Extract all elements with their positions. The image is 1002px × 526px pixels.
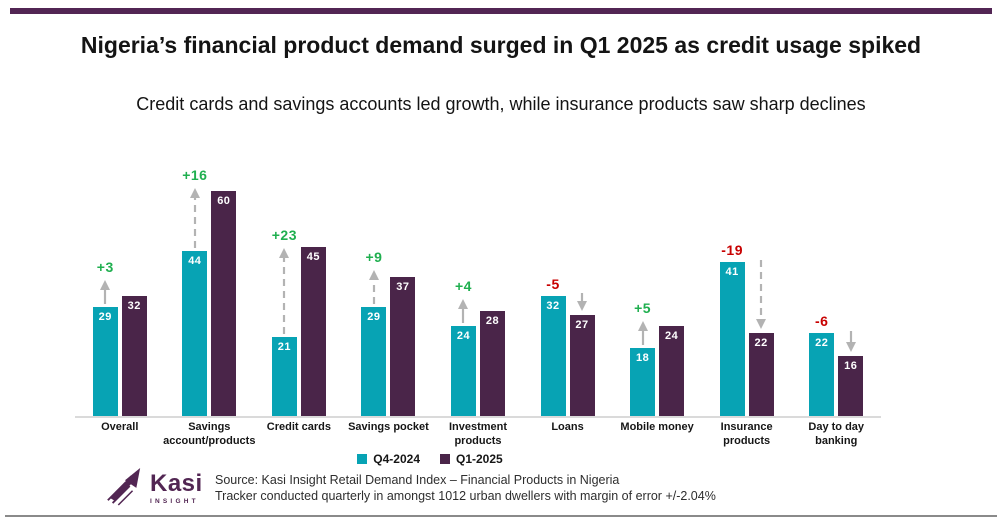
change-label: +4 bbox=[455, 278, 472, 294]
bar-value-label: 60 bbox=[217, 195, 231, 207]
bar-q4-2024: 22 bbox=[809, 333, 835, 416]
bar-group: 29 32 +3 Overall bbox=[75, 158, 165, 433]
change-label: -6 bbox=[814, 313, 829, 329]
change-label: +16 bbox=[182, 167, 208, 183]
kasi-arrow-logo-icon bbox=[105, 466, 143, 511]
legend-swatch-icon bbox=[357, 454, 368, 464]
category-label: Insurance products bbox=[720, 421, 773, 447]
bar-q1-2025: 45 bbox=[300, 247, 326, 416]
bar-value-label: 28 bbox=[485, 315, 500, 327]
bar-group: 22 16 -6 Day to day banking bbox=[791, 158, 881, 447]
bar-group: 41 22 -19 Insurance products bbox=[702, 158, 792, 447]
bar-q1-2025: 28 bbox=[479, 311, 505, 416]
legend-swatch-icon bbox=[440, 454, 450, 464]
change-label: +23 bbox=[271, 227, 297, 243]
bar-value-label: 37 bbox=[396, 281, 410, 293]
decrease-arrow-icon bbox=[577, 293, 588, 311]
category-label: Mobile money bbox=[620, 421, 694, 433]
bar-group: 18 24 +5 Mobile money bbox=[612, 158, 702, 433]
bar-value-label: 45 bbox=[306, 251, 320, 263]
legend-item: Q4-2024 bbox=[357, 452, 420, 466]
bar-q4-2024: 21 bbox=[271, 337, 297, 416]
bar-group: 21 45 +23 Credit cards bbox=[254, 158, 344, 433]
change-label: +9 bbox=[365, 249, 383, 265]
bar-value-label: 22 bbox=[754, 337, 768, 349]
source-line-2: Tracker conducted quarterly in amongst 1… bbox=[215, 489, 716, 503]
change-label: +3 bbox=[96, 259, 114, 275]
bar-q4-2024: 18 bbox=[630, 348, 656, 416]
logo-text: Kasi INSIGHT bbox=[150, 469, 203, 506]
logo-sub-text: INSIGHT bbox=[150, 497, 199, 505]
legend-label: Q4-2024 bbox=[373, 452, 420, 466]
bar-q4-2024: 44 bbox=[182, 251, 208, 416]
change-label: -19 bbox=[721, 242, 743, 258]
change-label: -5 bbox=[546, 276, 560, 292]
increase-arrow-icon bbox=[637, 321, 648, 345]
chart-title: Nigeria’s financial product demand surge… bbox=[80, 32, 922, 58]
bar-value-label: 24 bbox=[664, 330, 679, 342]
bar-q1-2025: 16 bbox=[838, 356, 864, 416]
source-line-1: Source: Kasi Insight Retail Demand Index… bbox=[215, 473, 620, 487]
category-label: Overall bbox=[101, 421, 139, 433]
bar-value-label: 32 bbox=[546, 300, 560, 312]
logo-brand-text: Kasi bbox=[150, 469, 203, 497]
bar-group: 29 37 +9 Savings pocket bbox=[344, 158, 434, 433]
category-label: Savings account/products bbox=[163, 421, 256, 447]
bar-q1-2025: 37 bbox=[390, 277, 416, 416]
category-label: Investment products bbox=[448, 421, 508, 447]
change-label: +5 bbox=[634, 300, 652, 316]
legend-item: Q1-2025 bbox=[440, 452, 503, 466]
bar-q4-2024: 32 bbox=[540, 296, 566, 416]
bar-value-label: 41 bbox=[725, 266, 739, 278]
bar-chart-plot-area: 29 32 +3 Overall 44 60 +16 Savings account/produ… bbox=[75, 158, 881, 447]
bar-value-label: 44 bbox=[188, 255, 202, 267]
bar-group: 32 27 -5 Loans bbox=[523, 158, 613, 433]
bar-value-label: 29 bbox=[367, 311, 381, 323]
bar-q1-2025: 22 bbox=[748, 333, 774, 416]
bar-q4-2024: 29 bbox=[361, 307, 387, 416]
bar-q1-2025: 32 bbox=[121, 296, 147, 416]
chart-legend: Q4-2024 Q1-2025 bbox=[0, 452, 860, 466]
bar-q1-2025: 27 bbox=[569, 315, 595, 416]
bar-q1-2025: 60 bbox=[211, 191, 237, 416]
bar-value-label: 16 bbox=[844, 360, 858, 372]
top-accent-bar bbox=[10, 8, 992, 14]
bar-value-label: 27 bbox=[575, 319, 589, 331]
source-attribution: Source: Kasi Insight Retail Demand Index… bbox=[215, 472, 716, 504]
chart-subtitle: Credit cards and savings accounts led gr… bbox=[136, 94, 866, 114]
increase-arrow-icon bbox=[368, 270, 379, 304]
bar-group: 24 28 +4 Investment products bbox=[433, 158, 523, 447]
category-label: Savings pocket bbox=[348, 421, 429, 433]
legend-label: Q1-2025 bbox=[456, 452, 503, 466]
bar-q4-2024: 41 bbox=[719, 262, 745, 416]
decrease-arrow-icon bbox=[756, 260, 767, 329]
bar-q4-2024: 24 bbox=[450, 326, 476, 416]
bar-value-label: 18 bbox=[635, 352, 650, 364]
increase-arrow-icon bbox=[189, 188, 200, 248]
bar-value-label: 32 bbox=[127, 300, 141, 312]
category-label: Loans bbox=[551, 421, 584, 433]
decrease-arrow-icon bbox=[845, 331, 856, 352]
category-label: Credit cards bbox=[266, 421, 331, 433]
bar-value-label: 29 bbox=[98, 311, 112, 323]
bar-q4-2024: 29 bbox=[92, 307, 118, 416]
bar-q1-2025: 24 bbox=[659, 326, 685, 416]
increase-arrow-icon bbox=[100, 280, 111, 304]
bar-value-label: 24 bbox=[456, 330, 471, 342]
bar-value-label: 22 bbox=[815, 337, 829, 349]
bottom-divider-rule bbox=[5, 515, 997, 517]
increase-arrow-icon bbox=[458, 299, 469, 323]
category-label: Day to day banking bbox=[808, 421, 865, 447]
kasi-insight-logo: Kasi INSIGHT bbox=[105, 466, 203, 511]
bar-value-label: 21 bbox=[277, 341, 291, 353]
increase-arrow-icon bbox=[279, 248, 290, 334]
bar-group: 44 60 +16 Savings account/products bbox=[163, 158, 255, 447]
